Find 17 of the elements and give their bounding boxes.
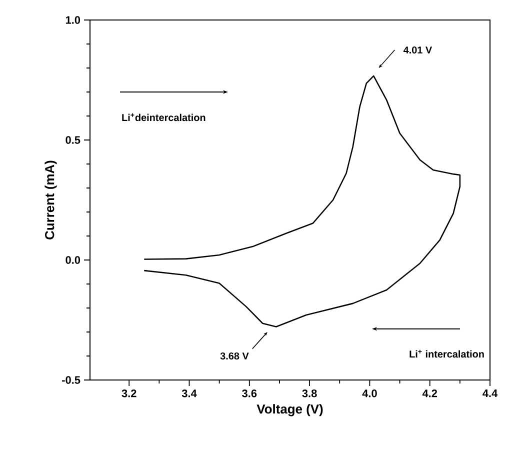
annotation: 3.68 V [220, 352, 249, 360]
annotation: Li$^{+}$ intercalation [410, 350, 484, 358]
y-tick-label: -0.5 [62, 376, 80, 384]
x-tick-label: 3.8 [302, 390, 317, 398]
x-tick-label: 3.6 [242, 390, 257, 398]
x-tick-label: 4.2 [422, 390, 438, 398]
x-tick-label: 3.2 [122, 390, 136, 398]
y-tick-label: 0.0 [66, 256, 80, 264]
annotation: Li$^{+}$deintercalation [122, 113, 206, 122]
y-tick-label: 0.5 [66, 136, 80, 144]
y-tick-label: 1.0 [66, 16, 80, 24]
annotation: 4.01 V [403, 46, 432, 54]
x-axis-title: Voltage (V) [256, 404, 323, 416]
x-tick-label: 4.0 [362, 390, 377, 398]
y-axis-title: Current (mA) [44, 160, 57, 240]
x-tick-label: 3.4 [182, 390, 197, 398]
x-tick-label: 4.4 [482, 390, 498, 398]
